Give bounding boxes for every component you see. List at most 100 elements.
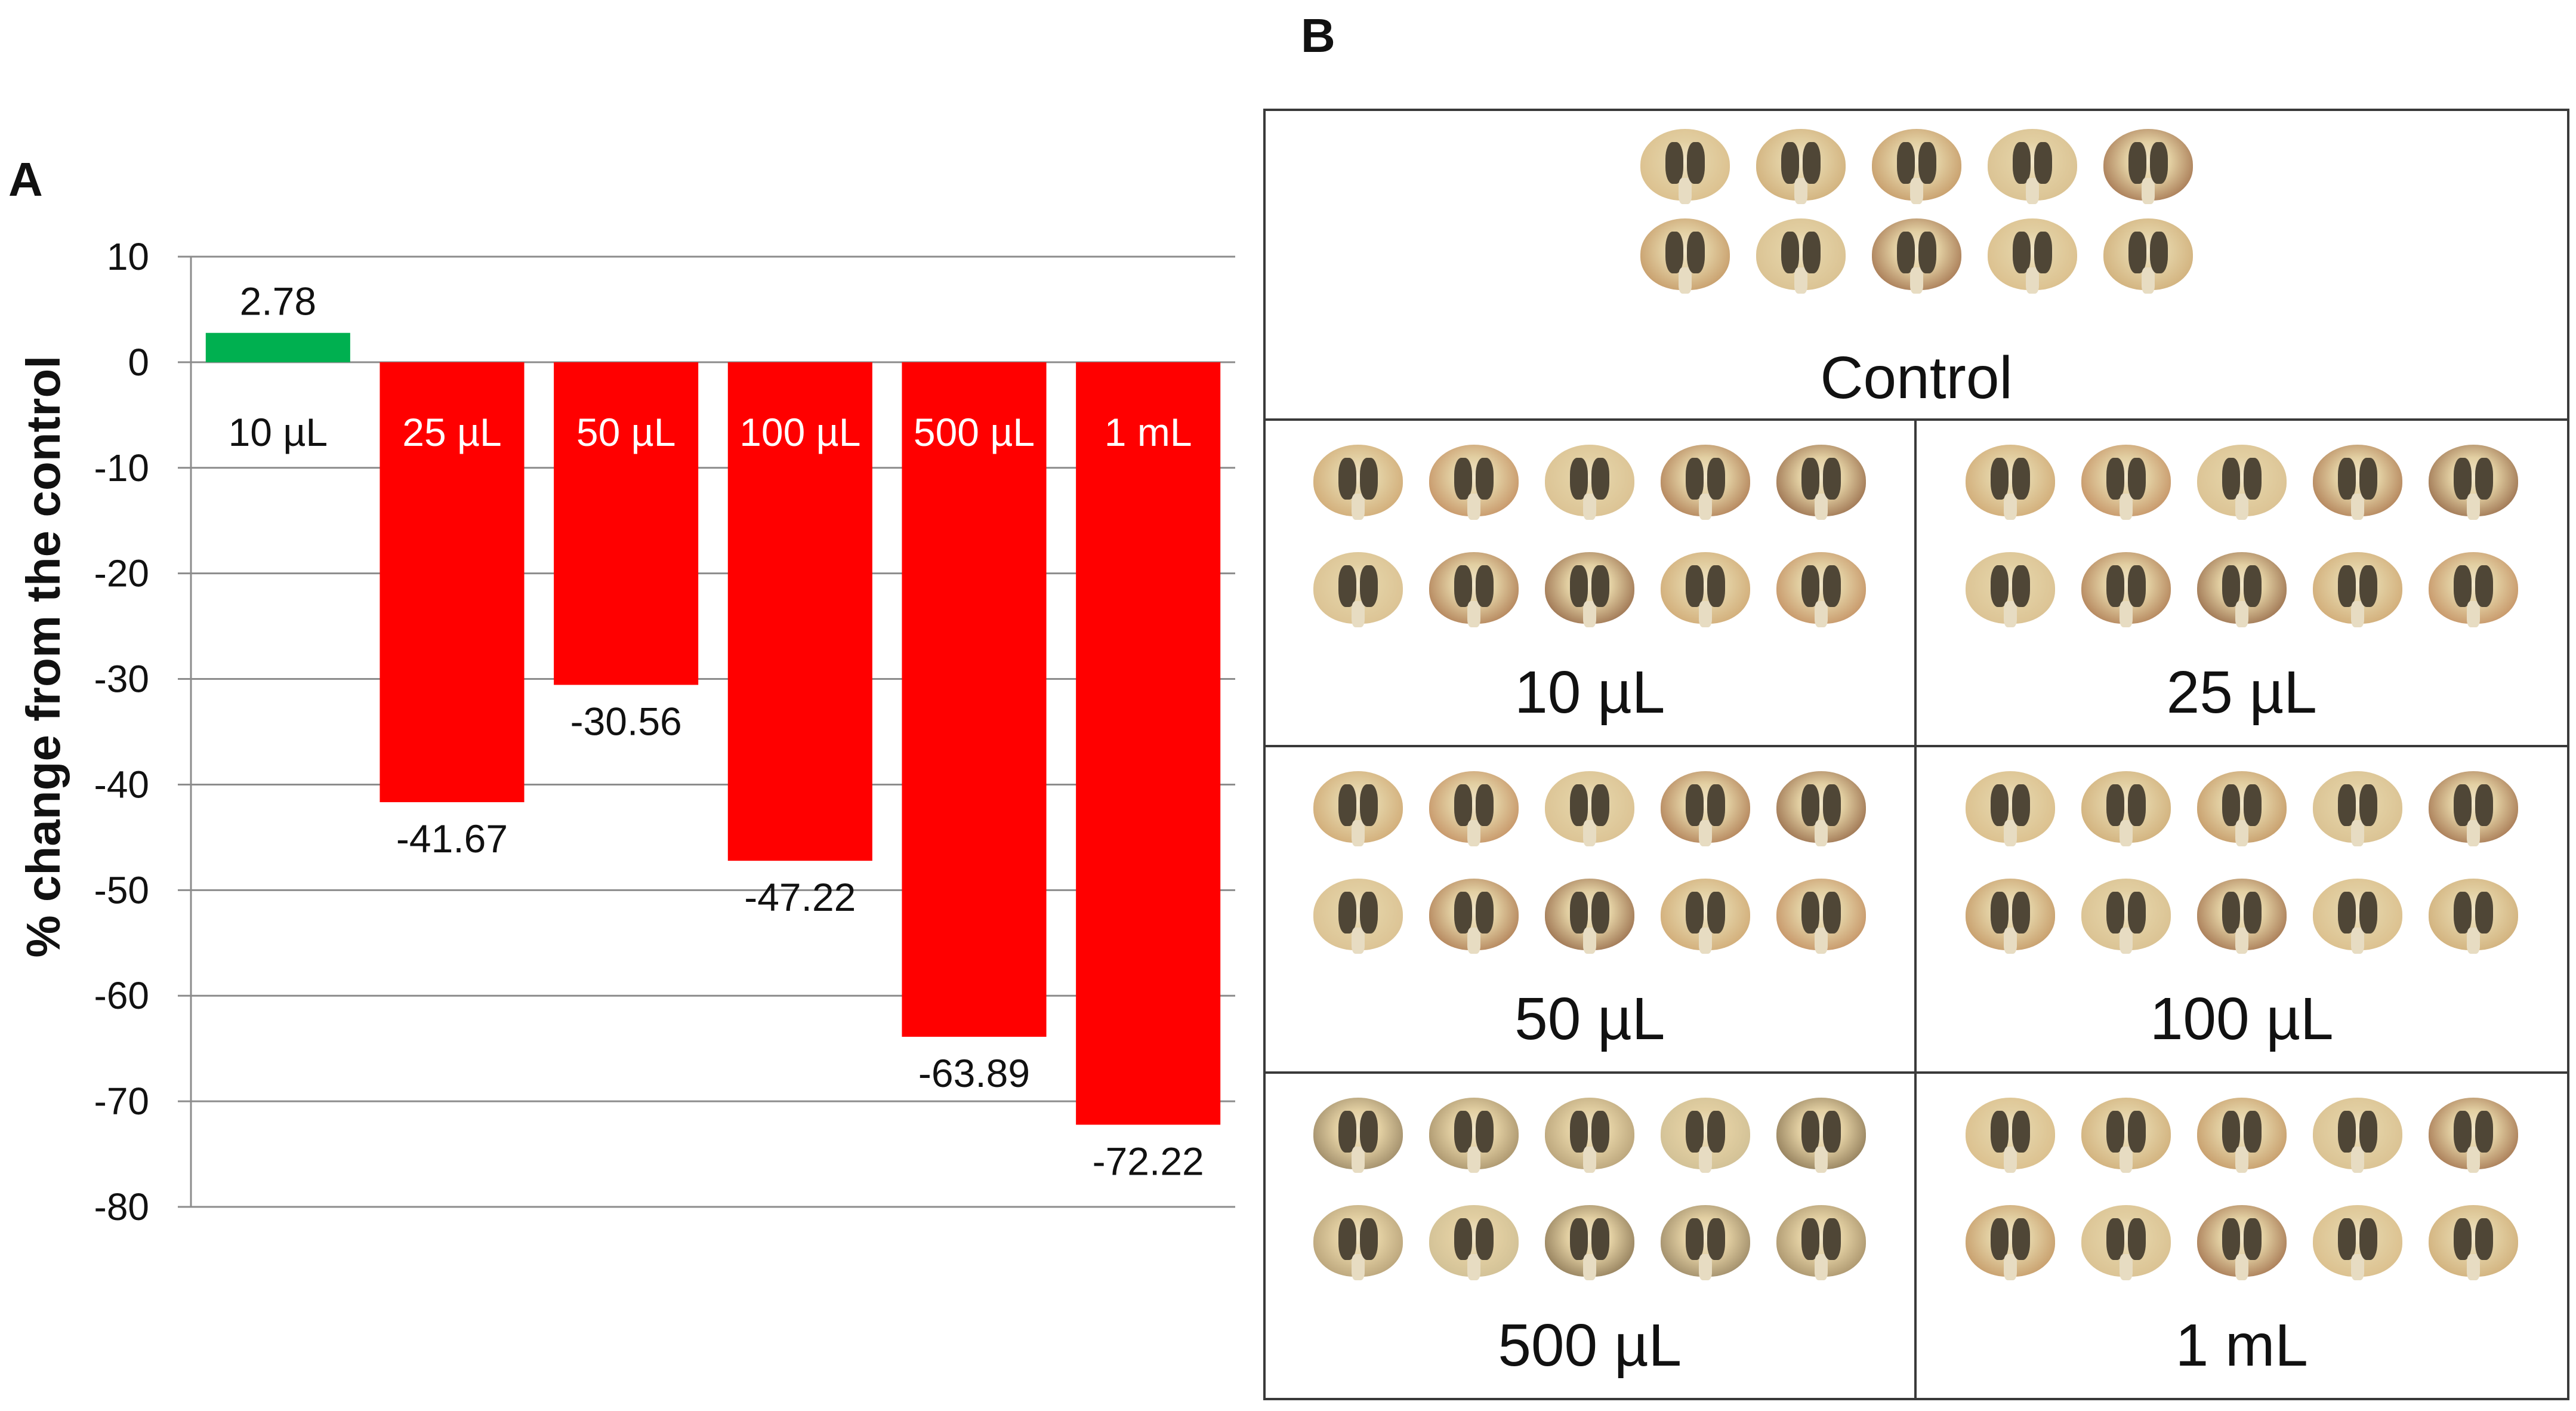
bar xyxy=(902,362,1047,1037)
fly-head-image xyxy=(1965,1098,2055,1173)
proboscis xyxy=(1352,1147,1365,1173)
proboscis xyxy=(2235,494,2248,520)
proboscis xyxy=(2235,1147,2248,1173)
fly-head-image xyxy=(1776,879,1867,954)
proboscis xyxy=(1467,601,1481,627)
category-label: 10 µL xyxy=(229,410,328,454)
specimen-photo xyxy=(1266,445,1914,660)
fly-head-image xyxy=(2428,445,2518,520)
fly-head-image xyxy=(1545,445,1635,520)
proboscis xyxy=(1678,178,1692,204)
proboscis xyxy=(2003,1147,2017,1173)
y-tick-label: -10 xyxy=(94,446,150,489)
fly-head-image xyxy=(2081,771,2171,846)
y-tick-label: -40 xyxy=(94,763,150,806)
category-label: 1 mL xyxy=(1105,410,1192,454)
data-label: -30.56 xyxy=(570,699,682,743)
fly-head-image xyxy=(1661,1205,1751,1280)
proboscis xyxy=(2350,1147,2364,1173)
fly-head-image xyxy=(1776,1205,1867,1280)
y-tick-label: -20 xyxy=(94,552,150,595)
proboscis xyxy=(2119,1254,2133,1280)
proboscis xyxy=(1699,1147,1713,1173)
fly-head-image xyxy=(1965,1205,2055,1280)
fly-head-image xyxy=(1756,129,1846,204)
proboscis xyxy=(2350,494,2364,520)
fly-head-image xyxy=(2312,445,2402,520)
category-label: 500 µL xyxy=(914,410,1035,454)
proboscis xyxy=(2119,601,2133,627)
data-label: 2.78 xyxy=(240,279,316,324)
specimen-row xyxy=(1917,1205,2568,1280)
fly-head-image xyxy=(2196,552,2287,627)
fly-head-image xyxy=(2428,771,2518,846)
fly-head-image xyxy=(1661,552,1751,627)
proboscis xyxy=(1678,267,1692,294)
proboscis xyxy=(1467,928,1481,954)
fly-head-image xyxy=(1429,1098,1519,1173)
fly-head-image xyxy=(1871,129,1961,204)
proboscis xyxy=(2466,928,2480,954)
fly-head-image xyxy=(1429,1205,1519,1280)
proboscis xyxy=(1352,601,1365,627)
specimen-photo xyxy=(1266,771,1914,986)
specimen-row xyxy=(1917,771,2568,846)
image-cell: 50 µL xyxy=(1266,745,1917,1071)
proboscis xyxy=(2119,1147,2133,1173)
proboscis xyxy=(2003,494,2017,520)
fly-head-image xyxy=(1776,552,1867,627)
proboscis xyxy=(1352,494,1365,520)
fly-head-image xyxy=(1313,771,1403,846)
proboscis xyxy=(2466,601,2480,627)
fly-head-image xyxy=(1313,445,1403,520)
proboscis xyxy=(1815,1254,1828,1280)
specimen-row xyxy=(1917,1098,2568,1173)
fly-head-image xyxy=(1756,218,1846,294)
proboscis xyxy=(1699,1254,1713,1280)
image-cell: 100 µL xyxy=(1916,745,2568,1071)
proboscis xyxy=(1699,494,1713,520)
fly-head-image xyxy=(1661,879,1751,954)
proboscis xyxy=(2003,601,2017,627)
proboscis xyxy=(1352,1254,1365,1280)
image-cell-label: 10 µL xyxy=(1514,659,1665,726)
proboscis xyxy=(2235,601,2248,627)
bar xyxy=(554,362,699,685)
image-cell-label: 500 µL xyxy=(1498,1312,1682,1379)
gridlines xyxy=(191,255,1235,1208)
proboscis xyxy=(2003,928,2017,954)
fly-head-image xyxy=(2196,445,2287,520)
image-cell: 500 µL xyxy=(1266,1071,1917,1398)
fly-head-image xyxy=(1661,1098,1751,1173)
y-tick-label: 0 xyxy=(128,341,149,384)
proboscis xyxy=(1909,178,1923,204)
fly-head-image xyxy=(1545,552,1635,627)
fly-head-image xyxy=(1640,129,1730,204)
data-labels: 10 µL 2.78 25 µL -41.67 50 µL -30.56 100 µL -47… xyxy=(229,279,1204,1184)
image-cell: Control xyxy=(1266,111,2567,418)
specimen-photo xyxy=(1917,445,2568,660)
y-tick-label: -60 xyxy=(94,974,150,1017)
image-cell-label: Control xyxy=(1820,344,2013,411)
proboscis xyxy=(1352,820,1365,846)
fly-head-image xyxy=(1776,1098,1867,1173)
fly-head-image xyxy=(2312,879,2402,954)
fly-head-image xyxy=(2196,771,2287,846)
proboscis xyxy=(2466,494,2480,520)
fly-head-image xyxy=(2428,552,2518,627)
fly-head-image xyxy=(2081,445,2171,520)
fly-head-image xyxy=(2081,552,2171,627)
fly-head-image xyxy=(1545,879,1635,954)
fly-head-image xyxy=(1987,129,2077,204)
proboscis xyxy=(1583,928,1597,954)
proboscis xyxy=(2025,267,2039,294)
proboscis xyxy=(1794,178,1807,204)
fly-head-image xyxy=(2196,1205,2287,1280)
y-tick-label: -80 xyxy=(94,1185,150,1228)
fly-head-image xyxy=(1429,879,1519,954)
fly-head-image xyxy=(1965,879,2055,954)
proboscis xyxy=(2350,1254,2364,1280)
fly-head-image xyxy=(2312,1205,2402,1280)
y-tick-label: 10 xyxy=(107,235,149,278)
proboscis xyxy=(1467,494,1481,520)
